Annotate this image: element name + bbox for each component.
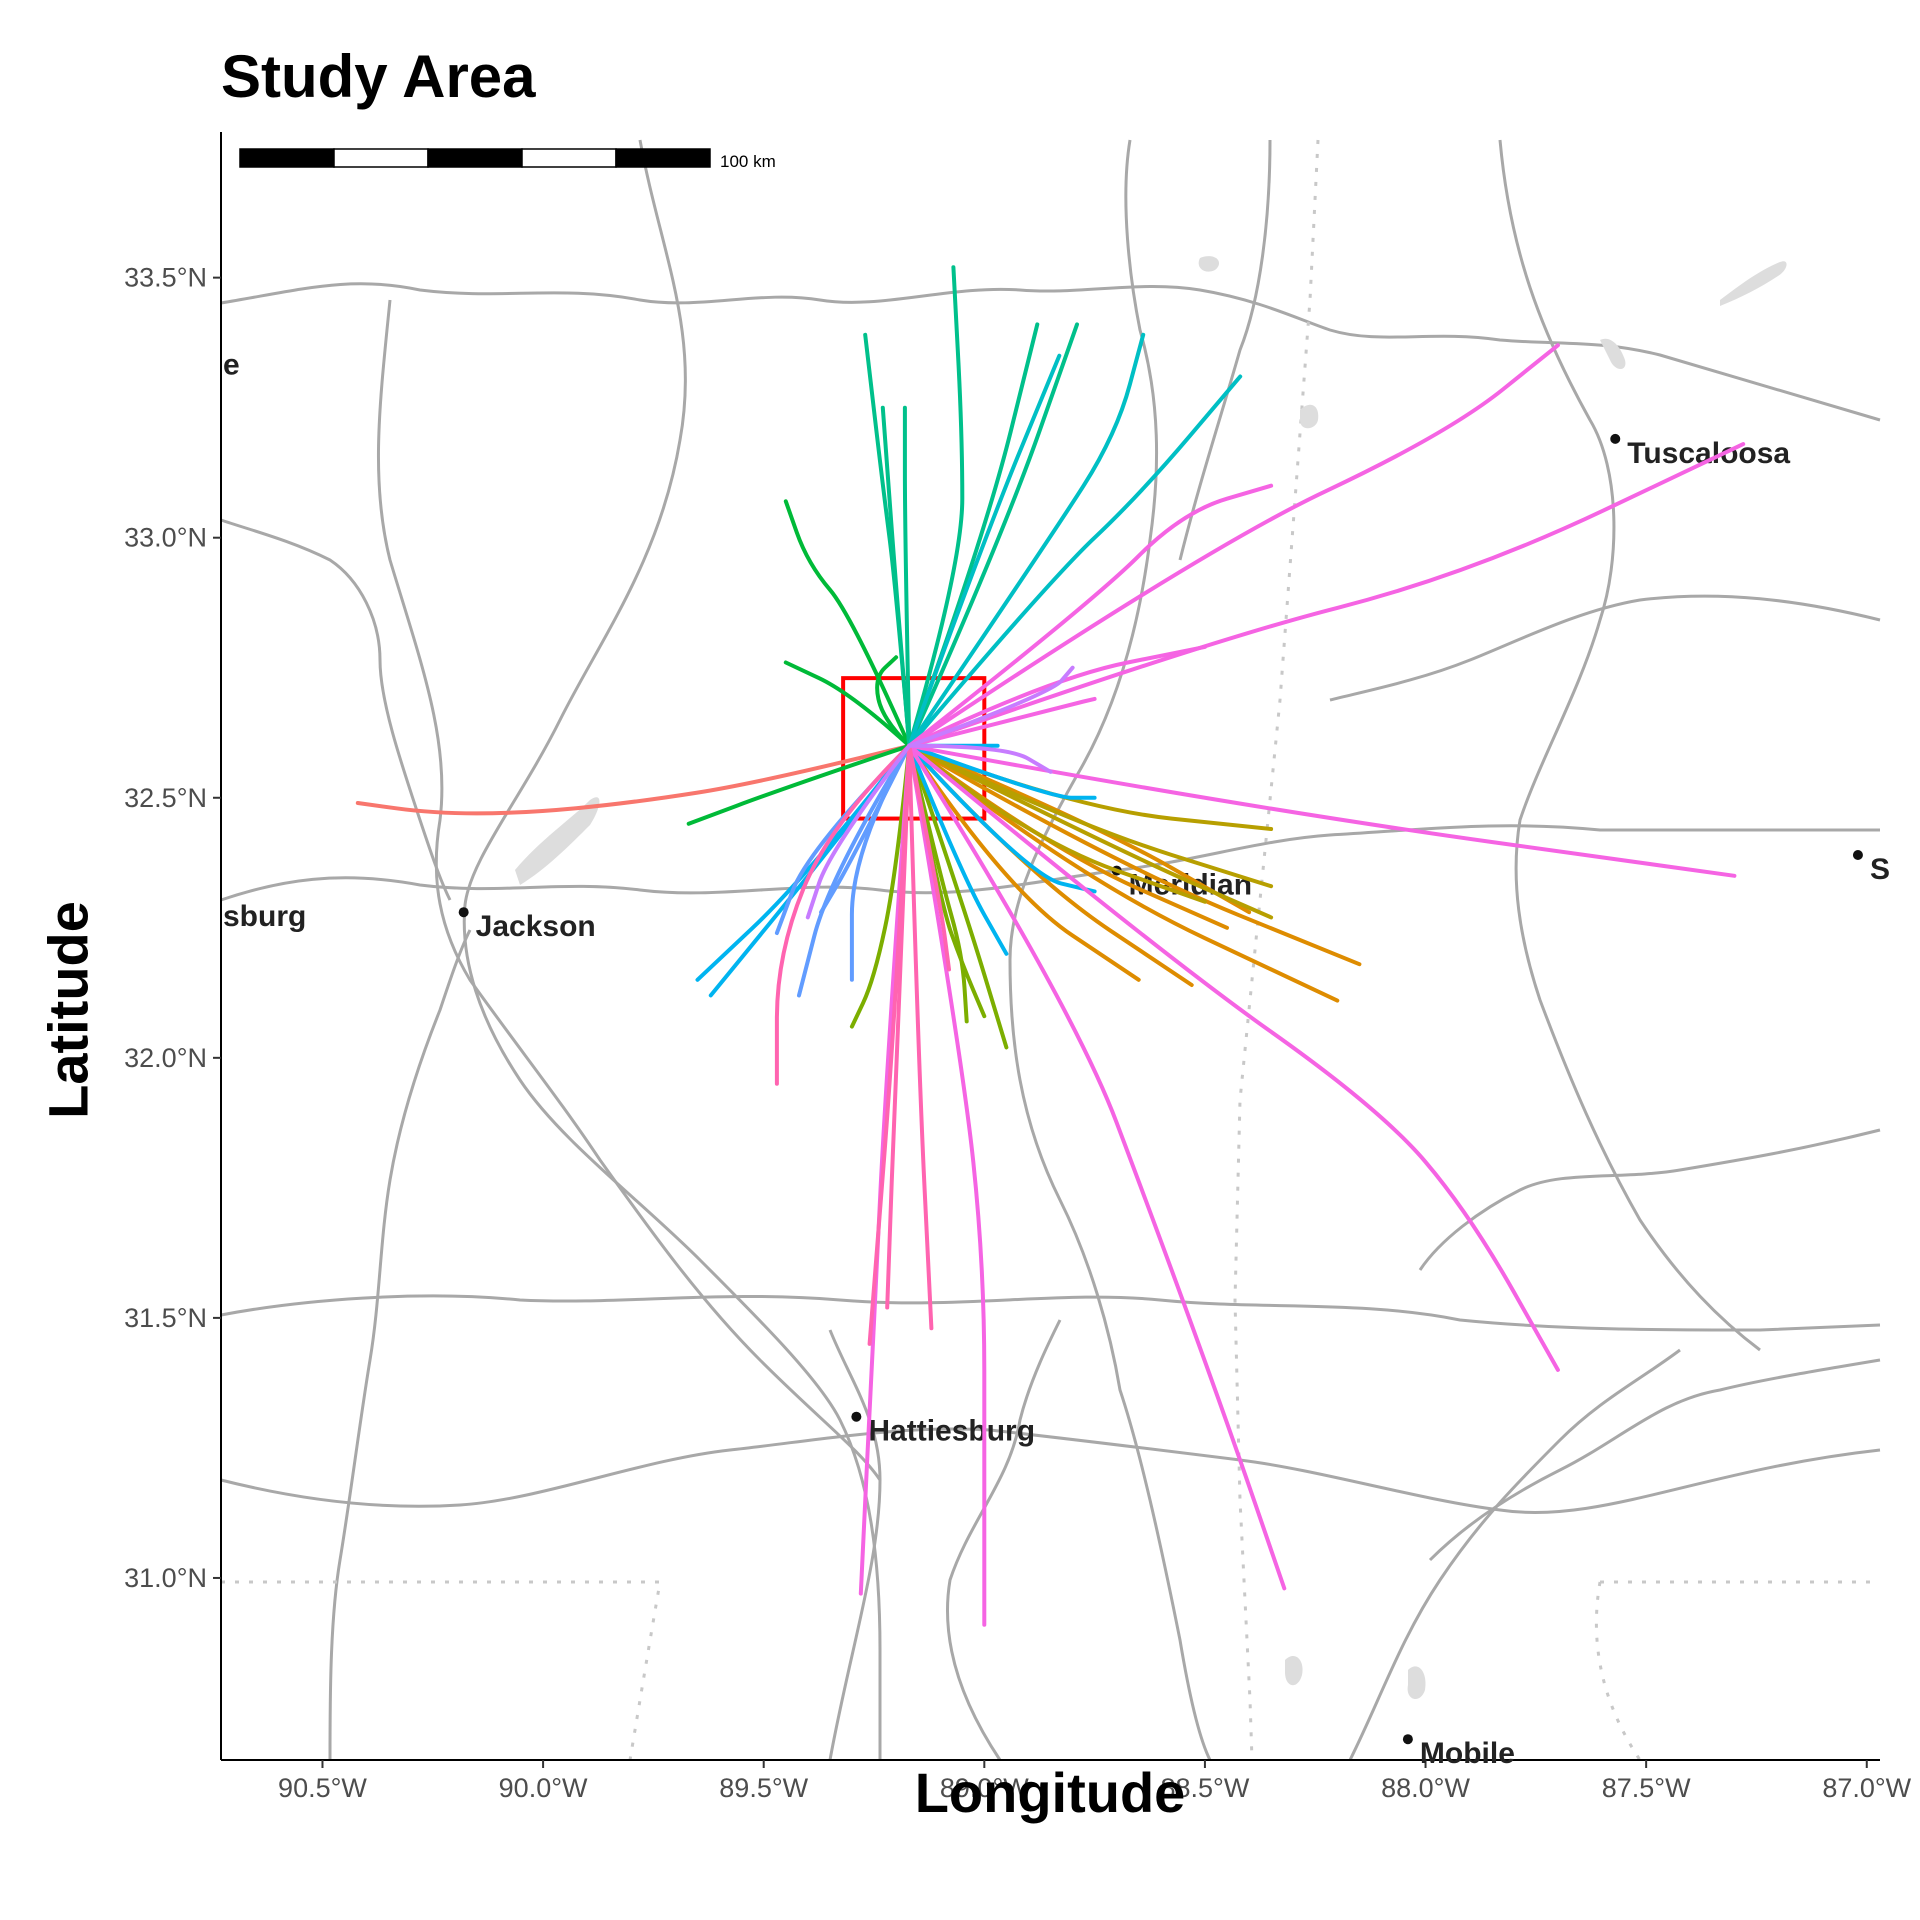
storm-track bbox=[774, 743, 912, 1086]
city-label: Mobile bbox=[1420, 1737, 1515, 1770]
storm-track bbox=[805, 743, 912, 920]
city-dot bbox=[1610, 433, 1621, 444]
y-tick-label: 33.5°N bbox=[124, 263, 207, 293]
storm-track bbox=[907, 743, 1097, 800]
storm-track bbox=[819, 743, 912, 915]
storm-track bbox=[902, 405, 912, 748]
storm-track bbox=[907, 332, 1146, 748]
city-label: Jackson bbox=[476, 910, 596, 943]
x-axis-title: Longitude bbox=[914, 1761, 1186, 1824]
city-dot bbox=[1402, 1734, 1413, 1745]
scale-bar-label: 100 km bbox=[720, 152, 776, 171]
y-axis-title: Latitude bbox=[36, 901, 100, 1119]
storm-track bbox=[686, 743, 912, 826]
storm-track bbox=[867, 743, 912, 1346]
x-tick-label: 89.0°W bbox=[940, 1773, 1029, 1803]
storm-track bbox=[907, 743, 1362, 967]
city-dot bbox=[458, 907, 469, 918]
x-tick-label: 90.5°W bbox=[278, 1773, 367, 1803]
city-label: sburg bbox=[223, 900, 306, 933]
city-label: Hattiesburg bbox=[868, 1415, 1035, 1448]
y-tick-label: 31.0°N bbox=[124, 1563, 207, 1593]
x-tick-label: 87.5°W bbox=[1602, 1773, 1691, 1803]
x-tick-label: 87.0°W bbox=[1822, 1773, 1911, 1803]
city-layer: JacksonMeridianHattiesburgTuscaloosaMobi… bbox=[223, 348, 1890, 1770]
x-tick-label: 90.0°W bbox=[499, 1773, 588, 1803]
storm-track bbox=[907, 743, 1287, 1591]
storm-track bbox=[797, 743, 912, 998]
city-dot bbox=[1852, 849, 1863, 860]
basemap bbox=[220, 139, 1881, 1761]
scale-bar-segment bbox=[333, 148, 429, 168]
storm-track bbox=[907, 644, 1207, 748]
city-label: e bbox=[223, 348, 240, 381]
storm-track bbox=[907, 696, 1097, 748]
storm-track bbox=[907, 374, 1243, 748]
x-tick-label: 88.5°W bbox=[1161, 1773, 1250, 1803]
storm-track bbox=[875, 655, 912, 748]
storm-track bbox=[907, 743, 1097, 894]
storm-track bbox=[907, 353, 1062, 748]
scale-bar-segment bbox=[427, 148, 523, 168]
storm-track bbox=[907, 483, 1274, 748]
y-tick-label: 31.5°N bbox=[124, 1303, 207, 1333]
storm-track bbox=[907, 743, 1737, 878]
scale-bar-segment bbox=[615, 148, 711, 168]
storm-track bbox=[849, 743, 912, 1029]
x-tick-label: 88.0°W bbox=[1381, 1773, 1470, 1803]
storm-track bbox=[907, 442, 1746, 748]
storm-track bbox=[880, 405, 912, 748]
storm-track bbox=[907, 743, 1560, 1372]
axes: 90.5°W 90.0°W 89.5°W 89.0°W 88.5°W 88.0°W 87.5… bbox=[124, 132, 1912, 1803]
city-label: Tuscaloosa bbox=[1627, 437, 1790, 470]
map-title: Study Area bbox=[221, 43, 536, 110]
scale-bar: 100 km bbox=[239, 148, 776, 171]
storm-track bbox=[907, 743, 1009, 956]
storm-track bbox=[783, 499, 912, 748]
storm-track bbox=[907, 743, 934, 1331]
storm-track bbox=[907, 265, 965, 748]
x-tick-label: 89.5°W bbox=[719, 1773, 808, 1803]
storm-track bbox=[907, 343, 1560, 748]
scale-bar-segment bbox=[521, 148, 617, 168]
city-label: S bbox=[1870, 853, 1890, 886]
storm-track bbox=[907, 743, 1274, 920]
storm-track bbox=[907, 743, 987, 1627]
storm-track bbox=[907, 743, 1053, 774]
city-dot bbox=[851, 1411, 862, 1422]
storm-track bbox=[907, 743, 951, 972]
scale-bar-segment bbox=[239, 148, 335, 168]
storm-track bbox=[907, 322, 1079, 748]
y-tick-label: 32.0°N bbox=[124, 1043, 207, 1073]
y-tick-label: 32.5°N bbox=[124, 783, 207, 813]
y-tick-label: 33.0°N bbox=[124, 523, 207, 553]
storm-track bbox=[907, 665, 1075, 748]
storm-tracks bbox=[355, 265, 1746, 1627]
storm-track bbox=[907, 743, 1009, 1050]
storm-track bbox=[355, 743, 912, 816]
